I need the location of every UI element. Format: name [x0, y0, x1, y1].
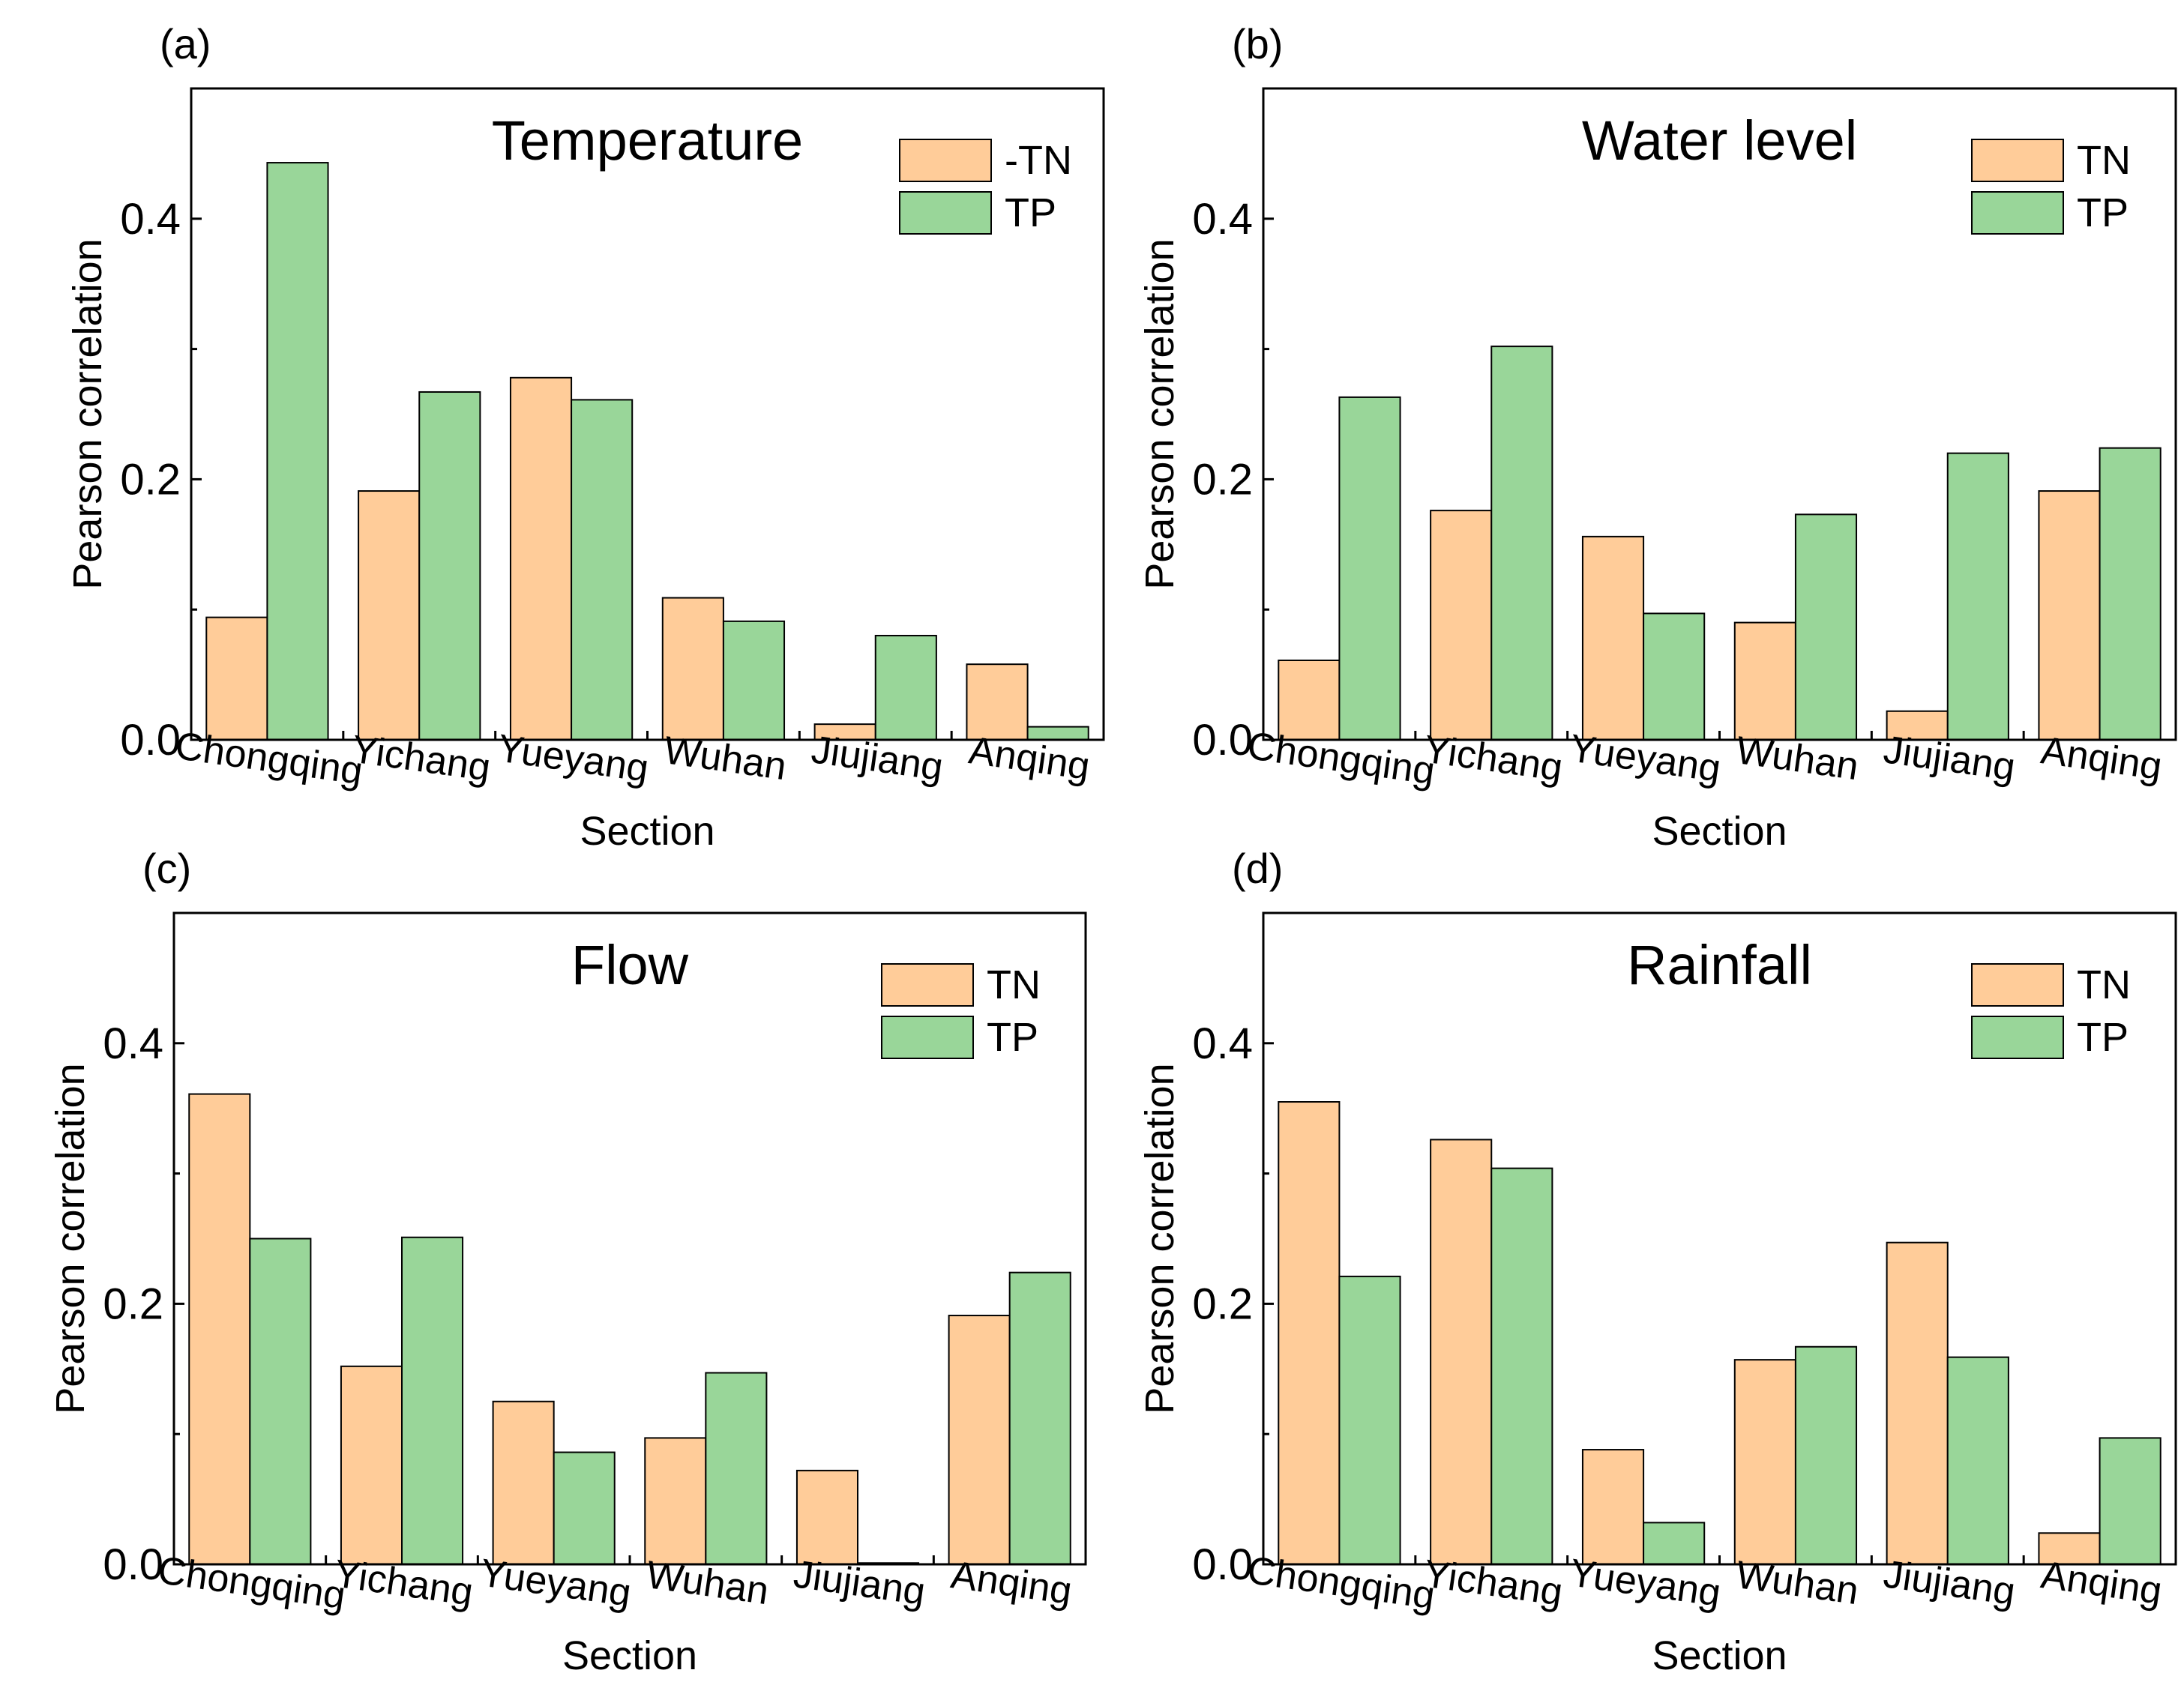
bar-tp-wuhan — [705, 1372, 768, 1566]
y-tick-label: 0.2 — [120, 455, 181, 504]
legend-swatch-tn — [881, 963, 974, 1007]
bar-tp-yichang — [1490, 346, 1553, 741]
chart-title: Flow — [571, 934, 689, 996]
bar-tp-jiujiang — [1946, 452, 2009, 741]
y-tick-label: 0.2 — [1192, 1279, 1253, 1328]
chart-title: Temperature — [492, 109, 803, 172]
y-tick-label: 0.0 — [1192, 1540, 1253, 1589]
bar-tn-chongqing — [205, 616, 268, 741]
bar-tp-yueyang — [1643, 1522, 1706, 1566]
category-label-jiujiang: Jiujiang — [791, 1552, 928, 1614]
bar-tn-wuhan — [644, 1437, 707, 1565]
y-tick-label: 0.4 — [1192, 1019, 1253, 1068]
bar-tn-yueyang — [509, 376, 573, 741]
bar-tn-yichang — [1430, 510, 1493, 741]
bar-tn-wuhan — [1733, 621, 1796, 741]
bar-tp-wuhan — [722, 620, 786, 741]
bar-tn-anqing — [948, 1315, 1011, 1565]
bar-tp-wuhan — [1794, 1345, 1858, 1566]
y-tick-label: 0.0 — [120, 716, 181, 765]
legend-label-tp: TP — [987, 1015, 1038, 1060]
legend-label-tn: TN — [2077, 962, 2131, 1007]
x-axis-title: Section — [580, 809, 715, 854]
bar-tp-chongqing — [1338, 396, 1401, 741]
y-axis-title: Pearson correlation — [65, 238, 110, 589]
y-axis-title: Pearson correlation — [1137, 1063, 1182, 1414]
legend-swatch-tn — [899, 139, 992, 182]
bar-tn-yueyang — [1581, 1449, 1645, 1566]
x-axis-title: Section — [1652, 1633, 1787, 1678]
bar-tn-jiujiang — [1886, 710, 1949, 741]
chart-title: Rainfall — [1627, 934, 1812, 996]
bar-tn-anqing — [2038, 1532, 2101, 1565]
x-axis-title: Section — [562, 1633, 697, 1678]
legend-label-tp: TP — [2077, 1015, 2129, 1060]
bar-tp-anqing — [2099, 1437, 2162, 1565]
x-axis-title: Section — [1652, 809, 1787, 854]
legend-label-tn: -TN — [1005, 138, 1072, 183]
panel-label: (b) — [1232, 20, 1283, 67]
bar-tn-chongqing — [1278, 1101, 1341, 1565]
legend-label-tn: TN — [2077, 138, 2131, 183]
y-tick-label: 0.2 — [1192, 455, 1253, 504]
y-tick-label: 0.0 — [1192, 716, 1253, 765]
y-axis-title: Pearson correlation — [1137, 238, 1182, 589]
legend-label-tn: TN — [987, 962, 1041, 1007]
legend-label-tp: TP — [2077, 190, 2129, 235]
bar-tp-yichang — [1490, 1167, 1553, 1565]
bar-tp-anqing — [2099, 447, 2162, 741]
bar-tp-yichang — [418, 391, 481, 741]
bar-tp-anqing — [1008, 1271, 1071, 1565]
bar-tn-chongqing — [1278, 659, 1341, 741]
bar-tp-yichang — [401, 1236, 464, 1565]
legend-swatch-tn — [1971, 963, 2064, 1007]
bar-tp-yueyang — [553, 1451, 616, 1565]
bar-tn-jiujiang — [795, 1469, 859, 1566]
bar-tn-wuhan — [661, 597, 724, 741]
legend-swatch-tp — [1971, 191, 2064, 235]
bar-tn-anqing — [966, 663, 1029, 741]
bar-tp-jiujiang — [874, 634, 937, 741]
legend-swatch-tp — [1971, 1016, 2064, 1059]
y-axis-title: Pearson correlation — [48, 1063, 93, 1414]
y-tick-label: 0.4 — [103, 1019, 163, 1068]
bar-tp-chongqing — [249, 1238, 312, 1565]
y-tick-label: 0.0 — [103, 1540, 163, 1589]
legend-swatch-tn — [1971, 139, 2064, 182]
y-tick-label: 0.4 — [1192, 195, 1253, 244]
bar-tp-jiujiang — [1946, 1356, 2009, 1565]
panel-label: (a) — [160, 20, 211, 67]
bar-tn-wuhan — [1733, 1359, 1796, 1566]
bar-tn-yichang — [340, 1365, 403, 1565]
bar-tp-wuhan — [1794, 513, 1858, 741]
y-tick-label: 0.4 — [120, 195, 181, 244]
bar-tn-yichang — [358, 490, 421, 741]
panel-label: (c) — [142, 845, 191, 892]
bar-tn-yichang — [1430, 1139, 1493, 1565]
legend-swatch-tp — [881, 1016, 974, 1059]
bar-tn-anqing — [2038, 490, 2101, 741]
chart-title: Water level — [1582, 109, 1857, 172]
bar-tn-yueyang — [1581, 535, 1645, 741]
legend-swatch-tp — [899, 191, 992, 235]
bar-tn-chongqing — [188, 1093, 251, 1566]
bar-tp-yueyang — [571, 399, 634, 741]
panel-label: (d) — [1232, 845, 1283, 892]
bar-tp-yueyang — [1643, 612, 1706, 741]
legend-label-tp: TP — [1005, 190, 1056, 235]
y-tick-label: 0.2 — [103, 1279, 163, 1328]
bar-tn-jiujiang — [1886, 1241, 1949, 1565]
bar-tn-yueyang — [492, 1400, 555, 1565]
bar-tp-chongqing — [266, 162, 329, 741]
bar-tp-chongqing — [1338, 1275, 1401, 1565]
